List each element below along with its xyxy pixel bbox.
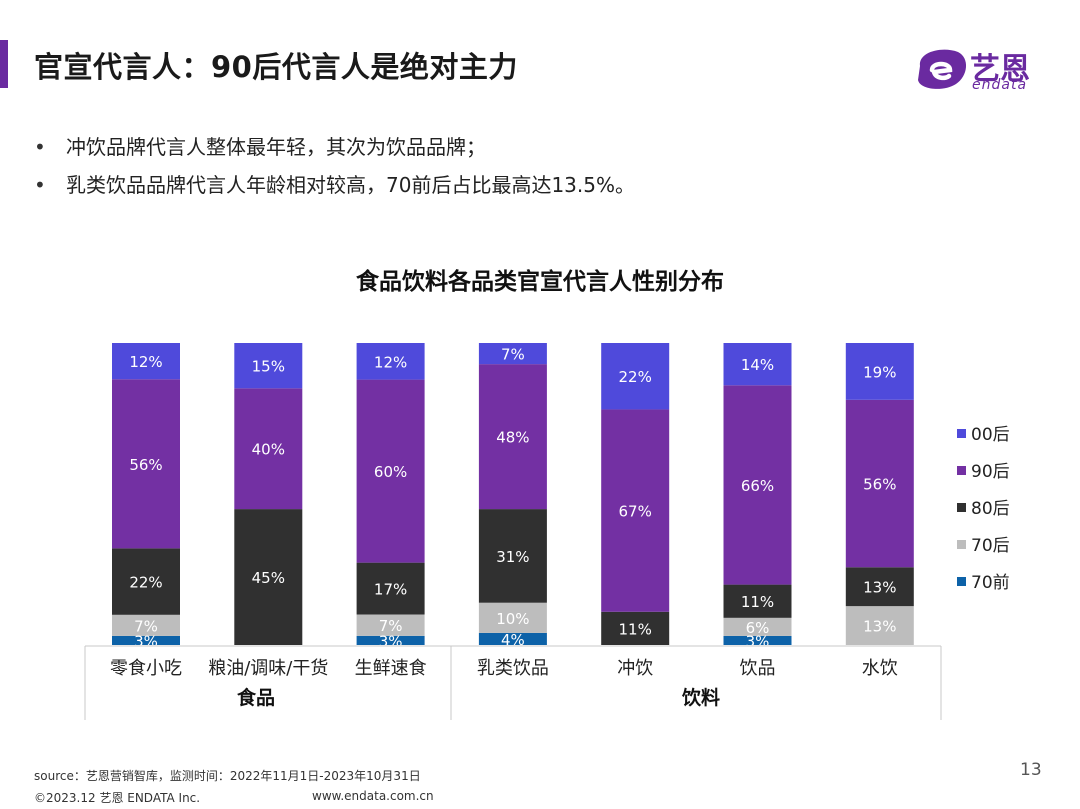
bar-segment-00后	[601, 343, 670, 410]
group-label: 饮料	[681, 686, 720, 709]
bar-segment-80后	[723, 584, 792, 618]
data-label: 56%	[129, 456, 162, 474]
bar-segment-80后	[356, 562, 425, 615]
category-label: 乳类饮品	[477, 658, 549, 679]
data-label: 13%	[863, 579, 896, 597]
legend-swatch	[957, 503, 966, 512]
bar-segment-70后	[112, 614, 180, 636]
bar-segment-90后	[601, 409, 670, 612]
bar-segment-00后	[845, 343, 914, 400]
bar-segment-90后	[478, 364, 547, 510]
bar-segment-80后	[478, 509, 547, 603]
data-label: 11%	[619, 620, 652, 638]
bar-segment-00后	[112, 343, 180, 380]
legend-label: 80后	[971, 499, 1010, 519]
bar-segment-70前	[112, 635, 180, 645]
data-label: 11%	[741, 593, 774, 611]
group-label: 食品	[237, 686, 275, 709]
bar-segment-80后	[234, 509, 303, 645]
bar-segment-80后	[112, 548, 180, 615]
bar-segment-90后	[112, 379, 180, 549]
data-label: 13%	[863, 618, 896, 636]
legend-swatch	[957, 429, 966, 438]
data-label: 45%	[252, 569, 285, 587]
page-title: 官宣代言人：90后代言人是绝对主力	[34, 50, 518, 84]
data-label: 7%	[379, 617, 403, 635]
data-label: 17%	[374, 581, 407, 599]
data-label: 7%	[501, 346, 525, 364]
category-label: 生鲜速食	[355, 658, 427, 679]
bar-segment-00后	[478, 343, 547, 365]
chart-title: 食品饮料各品类官宣代言人性别分布	[356, 269, 724, 295]
category-label: 冲饮	[617, 658, 653, 679]
data-label: 22%	[129, 574, 162, 592]
bar-segment-70前	[356, 635, 425, 645]
accent-bar	[0, 40, 8, 88]
bar-segment-90后	[723, 385, 792, 585]
bar-segment-70前	[723, 635, 792, 645]
data-label: 14%	[741, 356, 774, 374]
bar-segment-00后	[356, 343, 425, 380]
data-label: 67%	[619, 503, 652, 521]
data-label: 40%	[252, 441, 285, 459]
data-label: 60%	[374, 463, 407, 481]
category-label: 粮油/调味/干货	[208, 658, 328, 679]
legend-swatch	[957, 466, 966, 475]
data-label: 10%	[496, 610, 529, 628]
category-label: 零食小吃	[110, 658, 182, 679]
bar-segment-70前	[478, 632, 547, 645]
bullet-item: 乳类饮品品牌代言人年龄相对较高，70前后占比最高达13.5%。	[34, 166, 635, 204]
source-note: source：艺恩营销智库，监测时间：2022年11月1日-2023年10月31…	[34, 769, 421, 783]
bar-segment-00后	[723, 343, 792, 386]
copyright: ©2023.12 艺恩 ENDATA Inc.	[34, 791, 201, 805]
data-label: 15%	[252, 358, 285, 376]
data-label: 22%	[619, 368, 652, 386]
data-label: 4%	[501, 631, 525, 649]
data-label: 56%	[863, 476, 896, 494]
data-label: 31%	[496, 548, 529, 566]
data-label: 12%	[129, 353, 162, 371]
endata-logo-icon	[918, 49, 967, 89]
bar-segment-70后	[845, 606, 914, 645]
legend-swatch	[957, 577, 966, 586]
bar-segment-90后	[845, 399, 914, 568]
data-label: 66%	[741, 477, 774, 495]
data-label: 48%	[496, 429, 529, 447]
legend-label: 00后	[971, 425, 1010, 445]
legend-label: 90后	[971, 462, 1010, 482]
logo-english-text: endata	[972, 77, 1028, 93]
data-label: 19%	[863, 363, 896, 381]
category-label: 水饮	[862, 658, 898, 679]
legend-label: 70前	[971, 573, 1010, 593]
bar-segment-90后	[356, 379, 425, 563]
bar-segment-80后	[845, 567, 914, 607]
bullet-item: 冲饮品牌代言人整体最年轻，其次为饮品品牌；	[34, 128, 635, 166]
bar-segment-70后	[478, 602, 547, 633]
legend-label: 70后	[971, 536, 1010, 556]
bullet-list: 冲饮品牌代言人整体最年轻，其次为饮品品牌； 乳类饮品品牌代言人年龄相对较高，70…	[34, 128, 635, 204]
bar-segment-70后	[356, 614, 425, 636]
category-label: 饮品	[740, 658, 776, 679]
bar-segment-00后	[234, 343, 303, 389]
data-label: 7%	[134, 617, 158, 635]
data-label: 6%	[746, 619, 770, 637]
bar-segment-90后	[234, 388, 303, 510]
data-label: 12%	[374, 353, 407, 371]
legend-swatch	[957, 540, 966, 549]
bar-segment-70后	[723, 617, 792, 636]
website: www.endata.com.cn	[312, 789, 434, 803]
endata-logo: 艺恩 endata	[912, 44, 1042, 96]
logo-chinese-text: 艺恩	[970, 52, 1030, 87]
bar-segment-80后	[601, 611, 670, 645]
page-number: 13	[1020, 760, 1042, 780]
